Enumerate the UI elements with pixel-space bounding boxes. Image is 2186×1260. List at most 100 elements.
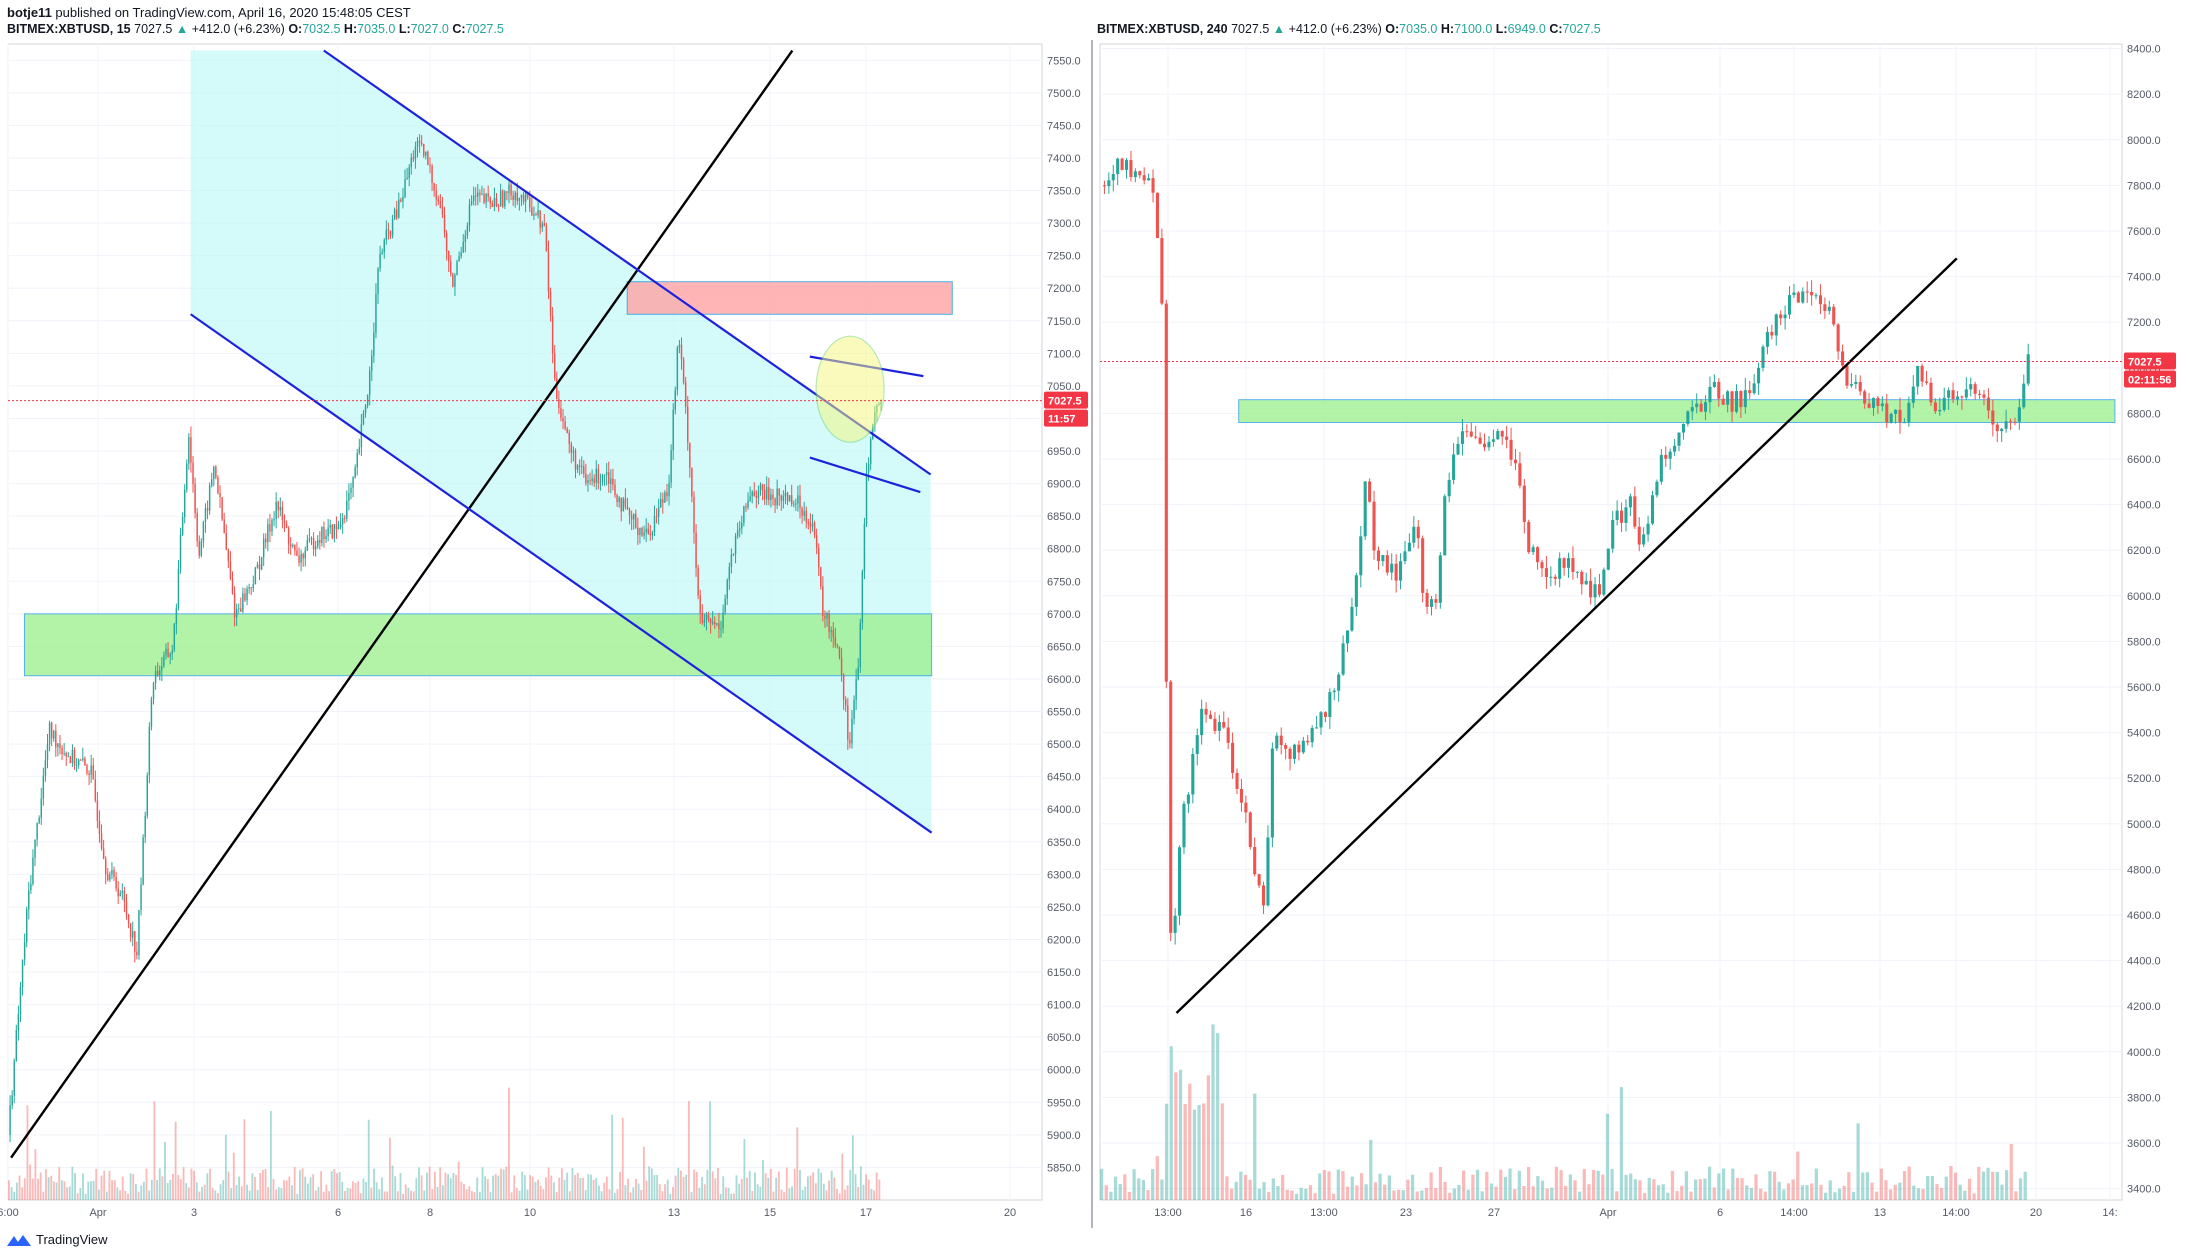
volume-bar xyxy=(1313,1193,1317,1200)
candle-body xyxy=(1889,413,1893,423)
left-last: 7027.5 xyxy=(134,22,173,36)
candle-body xyxy=(522,194,525,202)
volume-bar xyxy=(595,1178,598,1200)
volume-bar xyxy=(150,1180,153,1200)
left-high: 7035.0 xyxy=(357,22,396,36)
time-tick-label: 8 xyxy=(427,1207,433,1219)
candle-body xyxy=(2017,407,2021,422)
candle-body xyxy=(593,478,595,484)
candle-body xyxy=(784,492,787,497)
volume-bar xyxy=(494,1174,497,1200)
volume-bar xyxy=(664,1184,666,1200)
candle-body xyxy=(1845,365,1849,386)
volume-bar xyxy=(209,1168,211,1200)
candle-body xyxy=(86,765,88,774)
candle-body xyxy=(1297,744,1301,753)
candle-body xyxy=(136,951,138,956)
candle-body xyxy=(306,540,309,551)
candle-body xyxy=(1871,397,1876,408)
candle-body xyxy=(1160,238,1164,304)
candle-body xyxy=(391,218,394,236)
volume-bar xyxy=(846,1185,849,1200)
candle-body xyxy=(192,462,194,485)
candle-body xyxy=(1133,171,1137,178)
candle-body xyxy=(749,496,751,501)
volume-bar xyxy=(746,1177,748,1200)
volume-bar xyxy=(169,1179,172,1200)
volume-bar xyxy=(600,1191,603,1200)
candle-body xyxy=(547,251,550,292)
candle-body xyxy=(1655,481,1659,496)
candle-body xyxy=(1465,431,1469,433)
tradingview-footer[interactable]: TradingView xyxy=(6,1232,108,1247)
candle-body xyxy=(1328,692,1332,717)
candle-body xyxy=(273,518,275,521)
candle-body xyxy=(364,405,367,413)
time-tick-label: 13 xyxy=(1874,1207,1886,1219)
candle-body xyxy=(1376,550,1381,562)
volume-bar xyxy=(587,1174,590,1200)
volume-bar xyxy=(1805,1185,1809,1200)
volume-bar xyxy=(312,1174,315,1200)
volume-bar xyxy=(386,1191,389,1200)
candle-body xyxy=(1717,381,1721,399)
volume-bar xyxy=(627,1178,629,1200)
volume-bar xyxy=(108,1170,111,1200)
candle-body xyxy=(171,650,173,654)
volume-bar xyxy=(1726,1189,1730,1200)
candle-body xyxy=(832,630,834,638)
candle-body xyxy=(38,817,40,823)
volume-bar xyxy=(1345,1186,1350,1200)
price-badge-bg xyxy=(1044,391,1088,409)
volume-bar xyxy=(799,1170,801,1200)
volume-bar xyxy=(682,1176,685,1200)
candle-body xyxy=(834,637,837,646)
volume-bar xyxy=(1596,1170,1600,1200)
candle-body xyxy=(454,275,456,287)
volume-bar xyxy=(854,1174,857,1200)
volume-bar xyxy=(433,1171,436,1200)
candle-body xyxy=(541,223,543,228)
price-tick-label: 6600.0 xyxy=(1047,674,1081,686)
candle-body xyxy=(204,508,207,522)
candle-body xyxy=(1200,708,1204,736)
volume-bar xyxy=(1851,1192,1856,1200)
volume-bar xyxy=(648,1166,651,1200)
volume-bar xyxy=(407,1187,410,1200)
candle-body xyxy=(1774,314,1778,336)
candle-body xyxy=(348,492,350,501)
volume-bar xyxy=(717,1168,719,1200)
volume-bar xyxy=(415,1178,418,1200)
candle-body xyxy=(144,815,146,838)
volume-bar xyxy=(1624,1174,1628,1200)
candle-body xyxy=(452,274,454,287)
candle-body xyxy=(9,1105,11,1135)
candle-body xyxy=(77,759,80,766)
volume-bar xyxy=(31,1178,34,1200)
tradingview-brand: TradingView xyxy=(36,1232,108,1247)
candle-body xyxy=(1867,403,1871,408)
candle-body xyxy=(1460,431,1464,444)
left-close: 7027.5 xyxy=(465,22,504,36)
volume-bar xyxy=(2000,1184,2004,1200)
volume-bar xyxy=(1406,1179,1410,1200)
candle-body xyxy=(458,256,460,262)
candle-body xyxy=(213,466,215,480)
candle-body xyxy=(1642,534,1646,545)
price-tick-label: 6150.0 xyxy=(1047,967,1081,979)
candle-body xyxy=(709,618,712,624)
candle-body xyxy=(772,494,774,499)
candle-body xyxy=(314,546,317,550)
volume-bar xyxy=(248,1190,251,1200)
candle-body xyxy=(1474,436,1478,438)
volume-bar xyxy=(243,1119,246,1200)
volume-bar xyxy=(1239,1171,1243,1200)
volume-bar xyxy=(804,1186,807,1200)
candle-body xyxy=(23,942,26,960)
candle-body xyxy=(34,839,36,858)
candle-body xyxy=(341,517,344,525)
author-name[interactable]: botje11 xyxy=(7,5,52,20)
candle-body xyxy=(248,587,250,589)
candle-body xyxy=(489,196,491,204)
